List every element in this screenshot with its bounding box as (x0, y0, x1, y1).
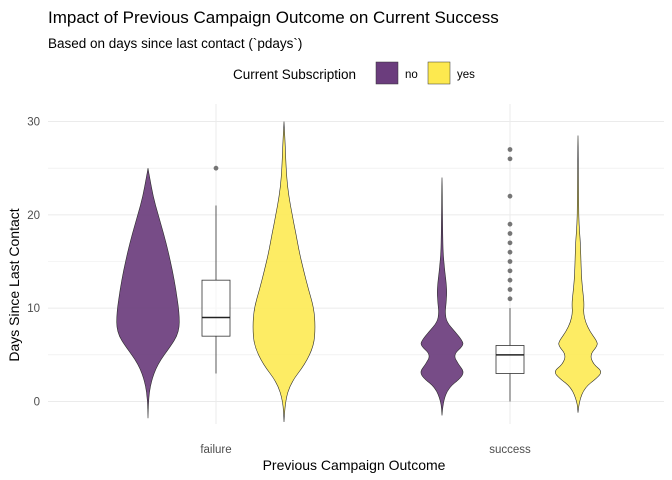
x-tick-label-failure: failure (200, 444, 231, 456)
outlier-point (507, 268, 513, 274)
y-tick-label: 10 (27, 303, 40, 315)
outlier-point (507, 193, 513, 199)
violin-success-yes (554, 135, 602, 413)
outlier-point (507, 296, 513, 302)
y-axis-title: Days Since Last Contact (6, 208, 22, 361)
legend-label-yes: yes (457, 69, 475, 81)
chart-subtitle: Based on days since last contact (`pdays… (48, 36, 302, 51)
box (201, 279, 231, 337)
y-axis-ticks: 0 10 20 30 (27, 117, 40, 409)
legend-label-no: no (405, 69, 418, 81)
legend-swatch-yes (427, 61, 451, 85)
boxplot-success (495, 147, 525, 402)
violin-failure-yes (252, 121, 316, 423)
legend: Current Subscription no yes (233, 61, 475, 85)
outlier-point (507, 259, 513, 264)
x-tick-label-success: success (489, 444, 531, 456)
outlier-point (507, 221, 513, 227)
y-tick-label: 0 (34, 397, 40, 409)
outlier-point (507, 240, 513, 246)
y-tick-label: 20 (27, 210, 40, 222)
outlier-point (507, 231, 513, 236)
outlier-point (507, 249, 513, 255)
outlier-point (507, 287, 513, 292)
violin-failure-no (116, 168, 180, 419)
legend-swatch-no (375, 61, 399, 85)
outlier-point (507, 156, 513, 162)
boxplots (201, 147, 525, 402)
y-tick-label: 30 (27, 117, 40, 129)
violins (116, 121, 602, 423)
outlier-point (507, 147, 513, 152)
violin-success-no (420, 177, 464, 416)
boxplot-failure (201, 165, 231, 374)
chart-title: Impact of Previous Campaign Outcome on C… (48, 8, 499, 27)
x-axis-ticks: failure success (200, 444, 531, 456)
outlier-point (213, 165, 219, 171)
box (495, 345, 525, 374)
legend-title: Current Subscription (233, 67, 356, 82)
outlier-point (507, 277, 513, 283)
x-axis-title: Previous Campaign Outcome (263, 457, 446, 473)
